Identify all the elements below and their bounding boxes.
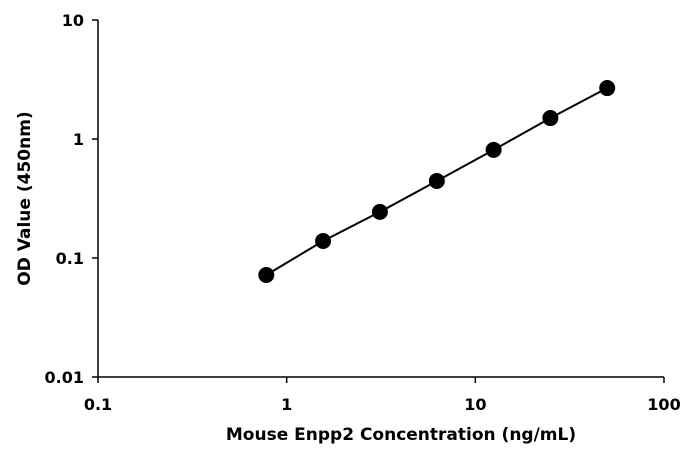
y-tick-label: 0.01 bbox=[45, 368, 84, 387]
y-tick-label: 0.1 bbox=[56, 249, 84, 268]
axes bbox=[97, 20, 664, 378]
x-tick-label: 100 bbox=[647, 395, 680, 414]
y-axis-title: OD Value (450nm) bbox=[15, 111, 35, 285]
data-point bbox=[485, 141, 502, 158]
y-tick-label: 1 bbox=[73, 130, 84, 149]
data-point bbox=[258, 266, 275, 283]
data-point bbox=[371, 203, 388, 220]
data-point bbox=[315, 232, 332, 249]
data-point bbox=[599, 80, 616, 97]
plot-area bbox=[258, 80, 616, 283]
data-point bbox=[542, 110, 559, 127]
x-tick-label: 10 bbox=[464, 395, 486, 414]
x-axis-title: Mouse Enpp2 Concentration (ng/mL) bbox=[226, 425, 576, 445]
y-tick-label: 10 bbox=[62, 11, 84, 30]
x-tick-label: 1 bbox=[281, 395, 292, 414]
data-point bbox=[428, 172, 445, 189]
x-tick-label: 0.1 bbox=[84, 395, 112, 414]
